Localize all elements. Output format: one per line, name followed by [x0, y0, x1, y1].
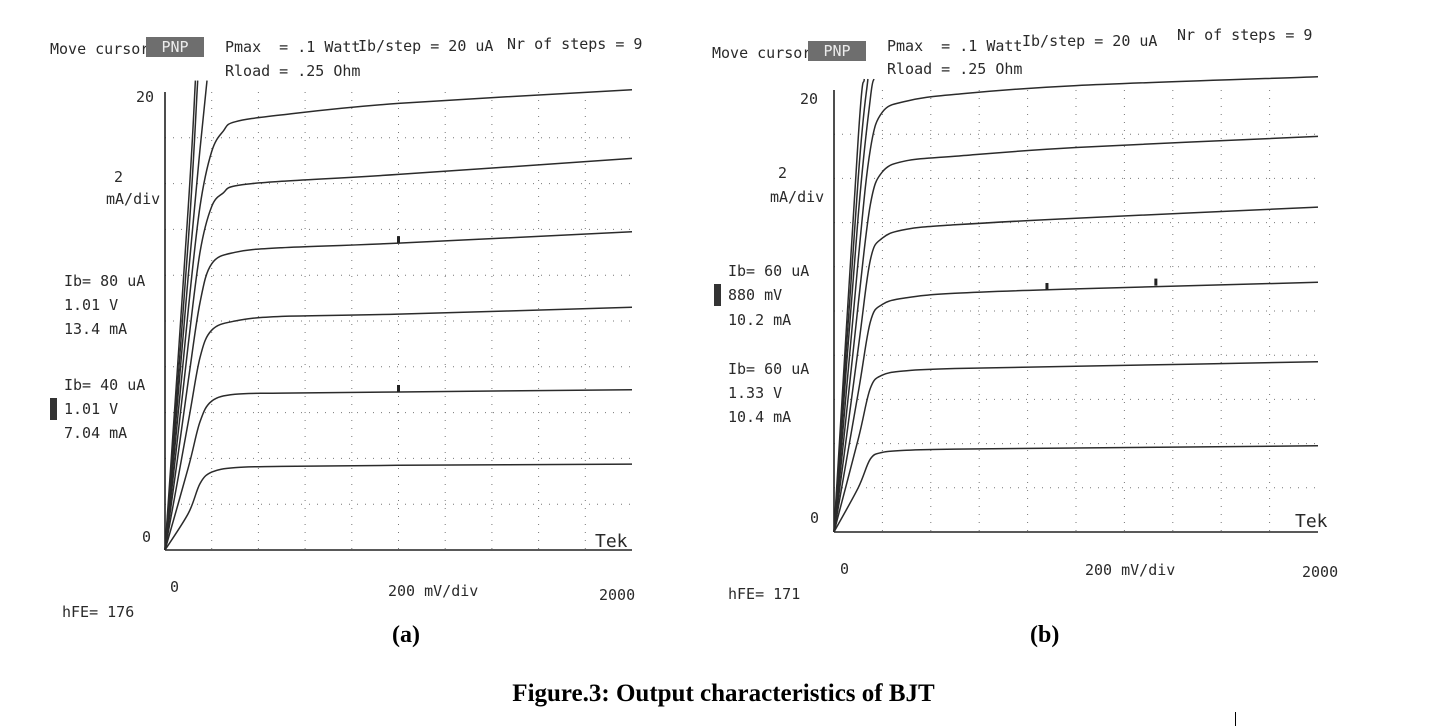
cursor-mark[interactable]: [1045, 283, 1049, 291]
ib-curve: [833, 135, 1319, 533]
cursor-mark[interactable]: [397, 236, 400, 244]
cursor1-i: 10.2 mA: [728, 311, 792, 329]
active-cursor-marker: [50, 398, 57, 420]
ib-curve: [164, 463, 633, 551]
move-cursors-label: Move cursors: [50, 40, 159, 58]
y-scale-unit: mA/div: [106, 190, 161, 208]
mode-badge[interactable]: PNP: [808, 41, 866, 61]
y-zero-label: 0: [810, 509, 820, 527]
cursor2-i: 7.04 mA: [64, 424, 128, 442]
x-max-label: 2000: [1302, 563, 1339, 581]
ib-curve: [833, 361, 1319, 533]
y-scale-value: 2: [778, 164, 788, 182]
ib-curve: [164, 157, 633, 551]
pmax-text: Pmax = .1 Watt: [225, 38, 361, 56]
y-scale-unit: mA/div: [770, 188, 825, 206]
x-zero-label: 0: [170, 578, 180, 596]
y-zero-label: 0: [142, 528, 152, 546]
ib-curve: [833, 206, 1319, 533]
steps-text: Nr of steps = 9: [1177, 26, 1313, 44]
y-top-label: 20: [136, 88, 155, 106]
chart-panel-b: Move cursors PNP Pmax = .1 Watt Rload = …: [712, 0, 1440, 648]
plot-area: [164, 80, 633, 551]
ib-curve: [164, 306, 633, 551]
active-cursor-marker: [714, 284, 721, 306]
cursor2-v: 1.33 V: [728, 384, 783, 402]
ib-curve: [164, 388, 633, 551]
x-scale-label: 200 mV/div: [388, 582, 479, 600]
subfigure-label: (b): [1030, 622, 1060, 648]
cursor1-i: 13.4 mA: [64, 320, 128, 338]
ib-curve: [164, 80, 208, 551]
page-edge-mark: [1235, 712, 1236, 726]
subfigure-label: (a): [392, 622, 420, 648]
cursor1-v: 1.01 V: [64, 296, 119, 314]
rload-text: Rload = .25 Ohm: [887, 60, 1023, 78]
brand-label: Tek: [1295, 511, 1328, 532]
cursor1-ib: Ib= 60 uA: [728, 262, 810, 280]
x-zero-label: 0: [840, 560, 850, 578]
ib-curve: [833, 445, 1319, 533]
x-scale-label: 200 mV/div: [1085, 561, 1176, 579]
y-scale-value: 2: [114, 168, 124, 186]
figure-caption: Figure.3: Output characteristics of BJT: [512, 680, 935, 707]
mode-badge[interactable]: PNP: [146, 37, 204, 57]
hfe-text: hFE= 171: [728, 585, 801, 603]
x-max-label: 2000: [599, 586, 636, 604]
ib-curve: [833, 281, 1319, 533]
cursor2-ib: Ib= 60 uA: [728, 360, 810, 378]
pmax-text: Pmax = .1 Watt: [887, 37, 1023, 55]
rload-text: Rload = .25 Ohm: [225, 62, 361, 80]
cursor1-ib: Ib= 80 uA: [64, 272, 146, 290]
ib-curve: [164, 80, 197, 551]
cursor2-ib: Ib= 40 uA: [64, 376, 146, 394]
chart-panel-a: Move cursors PNP Pmax = .1 Watt Rload = …: [0, 0, 720, 648]
cursor-mark[interactable]: [1154, 278, 1158, 286]
y-top-label: 20: [800, 90, 819, 108]
ib-step-text: Ib/step = 20 uA: [358, 37, 494, 55]
cursor1-v: 880 mV: [728, 286, 783, 304]
move-cursors-label: Move cursors: [712, 44, 821, 62]
steps-text: Nr of steps = 9: [507, 35, 643, 53]
brand-label: Tek: [595, 531, 628, 552]
cursor-mark[interactable]: [397, 384, 400, 392]
ib-step-text: Ib/step = 20 uA: [1022, 32, 1158, 50]
ib-curve: [164, 88, 633, 551]
ib-curve: [164, 230, 633, 551]
cursor2-v: 1.01 V: [64, 400, 119, 418]
plot-area: [833, 75, 1319, 533]
ib-curve: [833, 75, 1319, 533]
hfe-text: hFE= 176: [62, 603, 135, 621]
cursor2-i: 10.4 mA: [728, 408, 792, 426]
ib-curve: [833, 78, 866, 533]
